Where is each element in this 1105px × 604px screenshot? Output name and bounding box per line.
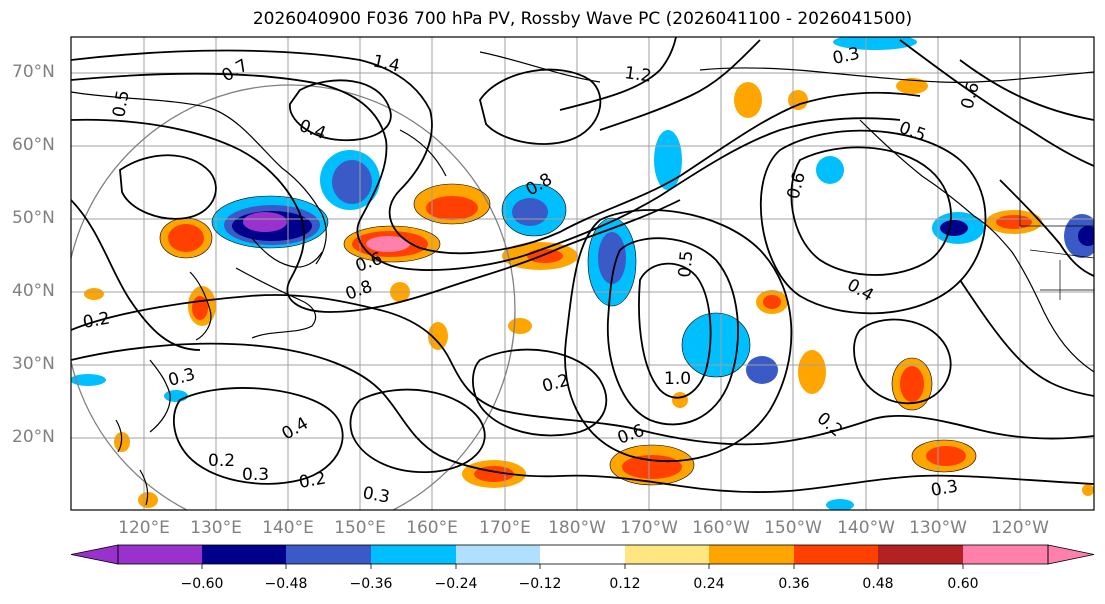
- colorbar-bin: [540, 545, 625, 564]
- anomaly-patch: [734, 82, 762, 118]
- anomaly-patch: [366, 236, 410, 252]
- lon-label-120w: 120°W: [991, 518, 1049, 538]
- colorbar-bin: [625, 545, 709, 564]
- anomaly-outlines: [159, 183, 977, 486]
- colorbar-tick-label: −0.12: [518, 576, 562, 592]
- anomaly-patch: [826, 499, 854, 510]
- lon-label-120e: 120°E: [118, 518, 170, 538]
- map-frame: [70, 36, 1095, 511]
- lon-label-150w: 150°W: [764, 518, 822, 538]
- anomaly-patch: [84, 288, 104, 300]
- colorbar-bin: [202, 545, 286, 564]
- contour-label: 0.2: [208, 451, 235, 471]
- anomaly-patch: [833, 37, 917, 50]
- colorbar-bin: [118, 545, 202, 564]
- anomaly-patch: [940, 220, 968, 236]
- anomaly-patch: [332, 160, 372, 204]
- gridlines: [71, 37, 1094, 510]
- anomaly-patch: [926, 446, 966, 466]
- colorbar-tick-label: 0.48: [862, 576, 894, 592]
- lon-label-170e: 170°E: [479, 518, 531, 538]
- contour-label: 0.2: [81, 309, 111, 333]
- lon-label-140e: 140°E: [262, 518, 314, 538]
- colorbar-bin: [709, 545, 794, 564]
- lon-label-130e: 130°E: [190, 518, 242, 538]
- colorbar-outline: [117, 544, 1049, 565]
- contour-label: 1.2: [623, 63, 653, 87]
- anomaly-patch: [672, 392, 688, 408]
- anomaly-patch: [1082, 484, 1094, 496]
- colorbar-tick-label: 0.24: [693, 576, 725, 592]
- lat-label-40n: 40°N: [12, 281, 55, 301]
- contour-label: 0.5: [109, 89, 133, 119]
- colorbar-bin: [286, 545, 371, 564]
- map-panel: [71, 37, 1094, 510]
- lat-label-30n: 30°N: [12, 354, 55, 374]
- anomaly-patch: [682, 313, 750, 377]
- colorbar-extend-max: [1047, 544, 1095, 565]
- coastlines: [71, 51, 1094, 506]
- lon-label-160e: 160°E: [406, 518, 458, 538]
- anomaly-patch: [1078, 226, 1094, 246]
- anomaly-patch: [598, 232, 626, 284]
- anomaly-patch: [168, 224, 204, 252]
- anomaly-patch: [527, 249, 563, 263]
- colorbar-tick-label: −0.36: [349, 576, 393, 592]
- lat-label-50n: 50°N: [12, 208, 55, 228]
- country-borders: [1019, 37, 1094, 300]
- colorbar-tick-label: 0.12: [609, 576, 641, 592]
- pv-contours: [71, 37, 1094, 493]
- reference-circle: [71, 84, 516, 510]
- anomaly-patch: [71, 374, 106, 386]
- anomaly-patch: [763, 295, 781, 309]
- contour-label: 0.5: [675, 250, 697, 279]
- contour-label: 0.3: [929, 477, 959, 501]
- lon-label-160w: 160°W: [692, 518, 750, 538]
- colorbar: [70, 544, 1095, 569]
- contour-label: 0.3: [242, 465, 269, 485]
- anomaly-patch: [654, 130, 682, 190]
- lon-label-170w: 170°W: [620, 518, 678, 538]
- anomaly-patch: [746, 356, 778, 384]
- anomaly-patch: [512, 198, 548, 226]
- contour-label: 1.0: [664, 369, 691, 389]
- lon-label-140w: 140°W: [837, 518, 895, 538]
- lat-label-20n: 20°N: [12, 427, 55, 447]
- contour-label: 0.2: [297, 469, 327, 493]
- colorbar-extend-min: [70, 544, 119, 565]
- colorbar-tick-label: −0.48: [264, 576, 308, 592]
- colorbar-bin: [456, 545, 540, 564]
- lat-label-60n: 60°N: [12, 135, 55, 155]
- anomaly-patch: [798, 350, 826, 394]
- colorbar-tick-label: −0.60: [180, 576, 224, 592]
- anomaly-patch: [816, 156, 844, 184]
- anomaly-patch: [900, 366, 924, 402]
- colorbar-tick-label: 0.60: [947, 576, 979, 592]
- anomaly-patch: [243, 212, 287, 232]
- colorbar-bin: [371, 545, 456, 564]
- anomaly-patch: [164, 390, 188, 402]
- colorbar-bin: [963, 545, 1048, 564]
- anomaly-patch: [622, 455, 682, 479]
- negative-anomaly-patches: [71, 37, 1094, 510]
- lat-label-70n: 70°N: [12, 62, 55, 82]
- chart-title: 2026040900 F036 700 hPa PV, Rossby Wave …: [252, 9, 913, 29]
- anomaly-patch: [996, 215, 1032, 229]
- colorbar-bin: [878, 545, 963, 564]
- anomaly-patch: [428, 322, 448, 350]
- anomaly-patch: [426, 196, 478, 220]
- lon-label-150e: 150°E: [334, 518, 386, 538]
- lon-label-180w: 180°W: [548, 518, 606, 538]
- colorbar-tick-label: 0.36: [778, 576, 810, 592]
- contour-labels: 1.4 1.2 0.7 0.5 0.4 0.3 0.2 0.6 0.8 1.0 …: [81, 44, 983, 508]
- anomaly-patch: [508, 318, 532, 334]
- lon-label-130w: 130°W: [909, 518, 967, 538]
- positive-anomaly-patches: [84, 78, 1094, 508]
- colorbar-tick-label: −0.24: [434, 576, 478, 592]
- contour-label: 0.3: [361, 483, 391, 507]
- colorbar-bin: [794, 545, 878, 564]
- anomaly-patch: [896, 78, 928, 94]
- anomaly-patch: [138, 492, 158, 508]
